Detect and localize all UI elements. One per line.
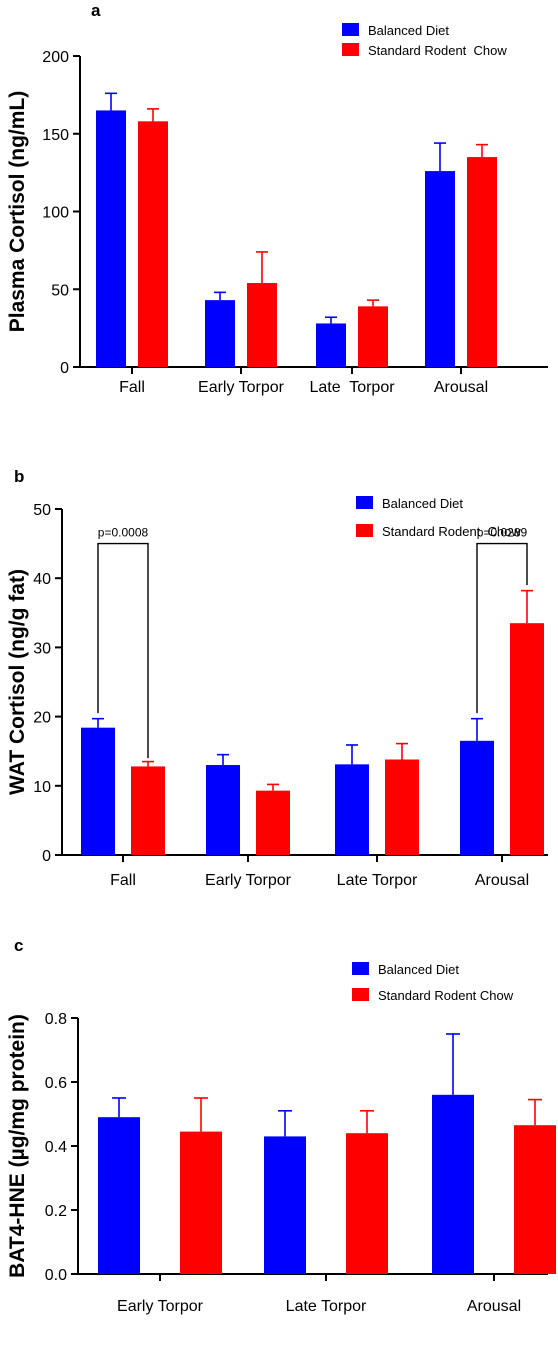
- y-tick-label: 0.0: [45, 1267, 67, 1284]
- chart-panel-b: b 0 10 20 30 40 50 WAT Cortisol (ng/g fat) Fall E…: [0, 462, 558, 892]
- bar-balanced-diet: [335, 764, 369, 855]
- x-tick-label: Late Torpor: [286, 1298, 367, 1315]
- panel-letter: a: [91, 1, 101, 20]
- x-tick-label: Late Torpor: [309, 379, 395, 396]
- bar-standard-rodent-chow: [358, 306, 388, 367]
- chart-c: c 0.0 0.2 0.4 0.6 0.8 BAT4-HNE (µg/mg protein)…: [6, 936, 556, 1315]
- bar-balanced-diet: [316, 323, 346, 367]
- bar-standard-rodent-chow: [180, 1131, 222, 1274]
- legend-label: Standard Rodent Chow: [382, 524, 521, 539]
- y-tick-label: 10: [33, 779, 51, 796]
- legend-label: Standard Rodent Chow: [368, 43, 507, 58]
- y-tick-label: 0.4: [45, 1139, 67, 1156]
- legend-swatch: [356, 496, 373, 509]
- p-value-label: p=0.0289: [477, 526, 528, 540]
- y-tick-label: 100: [42, 205, 69, 222]
- chart-a: a 0 50 100 150 200 Plasma Cortisol (ng/mL) Fall…: [6, 1, 548, 396]
- x-tick-label: Early Torpor: [205, 872, 292, 889]
- legend-swatch: [342, 43, 359, 56]
- bar-standard-rodent-chow: [247, 283, 277, 367]
- y-tick-label: 0.2: [45, 1203, 67, 1220]
- bar-standard-rodent-chow: [131, 766, 165, 855]
- x-tick-label: Fall: [119, 379, 145, 396]
- x-tick-label: Late Torpor: [337, 872, 418, 889]
- panel-letter: b: [14, 467, 24, 486]
- bar-balanced-diet: [81, 727, 115, 855]
- y-tick-label: 0.6: [45, 1075, 67, 1092]
- bar-standard-rodent-chow: [346, 1133, 388, 1274]
- bar-standard-rodent-chow: [138, 121, 168, 367]
- x-tick-label: Early Torpor: [198, 379, 285, 396]
- y-tick-label: 0: [60, 360, 69, 377]
- significance-bracket: [476, 542, 528, 714]
- bar-balanced-diet: [96, 110, 126, 368]
- y-tick-label: 30: [33, 640, 51, 657]
- bar-balanced-diet: [98, 1117, 140, 1274]
- bar-balanced-diet: [432, 1094, 474, 1274]
- bar-standard-rodent-chow: [467, 157, 497, 367]
- bar-standard-rodent-chow: [510, 623, 544, 855]
- legend-label: Balanced Diet: [368, 23, 449, 38]
- y-axis-label: WAT Cortisol (ng/g fat): [6, 569, 29, 795]
- legend-label: Standard Rodent Chow: [378, 988, 514, 1003]
- significance-bracket: [97, 542, 149, 759]
- legend-swatch: [356, 524, 373, 537]
- legend-swatch: [342, 23, 359, 36]
- bar-standard-rodent-chow: [256, 790, 290, 855]
- chart-panel-c: c 0.0 0.2 0.4 0.6 0.8 BAT4-HNE (µg/mg protein)…: [0, 920, 558, 1371]
- bar-balanced-diet: [205, 300, 235, 367]
- y-tick-label: 20: [33, 710, 51, 727]
- bar-balanced-diet: [425, 171, 455, 367]
- legend-swatch: [352, 962, 369, 975]
- y-tick-label: 50: [51, 282, 69, 299]
- x-tick-label: Early Torpor: [117, 1298, 204, 1315]
- y-tick-label: 50: [33, 502, 51, 519]
- y-tick-label: 150: [42, 127, 69, 144]
- x-tick-label: Arousal: [434, 379, 488, 396]
- bar-balanced-diet: [460, 740, 494, 855]
- legend-swatch: [352, 988, 369, 1001]
- x-tick-label: Arousal: [475, 872, 529, 889]
- p-value-label: p=0.0008: [98, 526, 149, 540]
- x-tick-label: Arousal: [467, 1298, 521, 1315]
- y-axis-label: Plasma Cortisol (ng/mL): [6, 91, 29, 333]
- chart-panel-a: a 0 50 100 150 200 Plasma Cortisol (ng/mL) Fall…: [0, 0, 558, 410]
- legend-label: Balanced Diet: [382, 496, 463, 511]
- y-tick-label: 200: [42, 49, 69, 66]
- legend-label: Balanced Diet: [378, 962, 459, 977]
- y-tick-label: 0.8: [45, 1011, 67, 1028]
- panel-letter: c: [14, 936, 23, 955]
- bar-balanced-diet: [206, 765, 240, 855]
- x-tick-label: Fall: [110, 872, 136, 889]
- y-axis-label: BAT4-HNE (µg/mg protein): [6, 1014, 29, 1278]
- bar-standard-rodent-chow: [385, 759, 419, 855]
- y-tick-label: 0: [42, 848, 51, 865]
- y-tick-label: 40: [33, 571, 51, 588]
- bar-balanced-diet: [264, 1136, 306, 1274]
- chart-b: b 0 10 20 30 40 50 WAT Cortisol (ng/g fat) Fall E…: [6, 467, 548, 889]
- bar-standard-rodent-chow: [514, 1125, 556, 1274]
